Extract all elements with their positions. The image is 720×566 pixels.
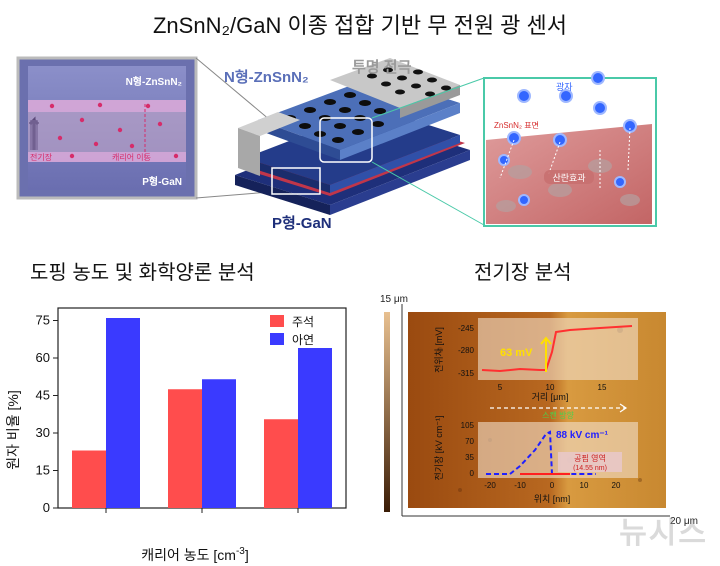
field-xtick-5: 20: [612, 481, 621, 490]
inset-top-label: N형-ZnSnN₂: [126, 75, 182, 88]
potential-xlabel: 거리 [μm]: [532, 392, 569, 402]
chart-ylabel: 원자 비율 [%]: [5, 390, 21, 470]
potential-plot: 전위차 [mV] -245 -280 -315 63 mV 5 10 15 거리…: [433, 318, 638, 402]
right-inset: 광자 ZnSnN₂ 표면 산란효과: [483, 71, 657, 227]
left-inset: N형-ZnSnN₂ P형-GaN 전기장 캐리어 이동: [16, 56, 198, 200]
field-ytick-1: 105: [461, 421, 475, 430]
p-layer-label: P형-GaN: [272, 215, 332, 232]
y-tick-label-3: 45: [36, 388, 50, 403]
device-stack: [235, 58, 470, 215]
field-ylabel: 전기장 [kV cm⁻¹]: [434, 415, 444, 480]
field-ytick-4: 0: [470, 469, 475, 478]
y-tick-label-5: 75: [36, 313, 50, 328]
field-xtick-4: 10: [580, 481, 589, 490]
field-ytick-2: 70: [465, 437, 474, 446]
potential-ylabel: 전위차 [mV]: [433, 327, 444, 373]
pot-xtick-2: 10: [546, 383, 555, 392]
device-diagram: N형-ZnSnN₂ P형-GaN 전기장 캐리어 이동: [16, 56, 657, 232]
legend-label-tin: 주석: [292, 315, 314, 329]
pot-xtick-3: 15: [598, 383, 607, 392]
watermark-logo: 뉴시스: [619, 517, 708, 550]
photon-label: 광자: [556, 81, 573, 92]
chart-bars: [72, 318, 332, 508]
bar-tin-2: [168, 389, 202, 508]
inset-carrier-label: 캐리어 이동: [112, 152, 151, 162]
scale-x-label: 20 μm: [670, 516, 698, 527]
pot-ytick-2: -280: [458, 346, 475, 355]
legend-swatch-zinc: [270, 333, 284, 345]
bar-zinc-2: [202, 379, 236, 508]
region-width: (14.55 nm): [573, 465, 607, 472]
bar-tin-1: [72, 450, 106, 508]
y-tick-label-0: 0: [43, 500, 50, 515]
bar-chart: 0 15 30 45 60 75 원자 비율 [%] 캐리어 농도 [cm-3] 주석 아…: [5, 307, 347, 563]
scan-direction-label: 스캔 방향: [542, 410, 574, 420]
n-layer-label: N형-ZnSnN₂: [224, 69, 309, 86]
figure-title: ZnSnN₂/GaN 이종 접합 기반 무 전원 광 센서: [152, 13, 568, 38]
chart-ticks: 0 15 30 45 60 75: [36, 313, 299, 515]
scatter-label: 산란효과: [552, 172, 585, 183]
field-annotation: 88 kV cm⁻¹: [556, 430, 609, 441]
y-tick-label-2: 30: [36, 425, 50, 440]
kpfm-panel: 15 μm 20 μm 전위차 [mV] -245 -280 -315 63 m…: [380, 294, 698, 527]
chart-legend: 주석 아연: [270, 315, 314, 347]
potential-arrow: [540, 336, 552, 372]
pot-ytick-1: -245: [458, 324, 475, 333]
color-scale-bar: [384, 312, 390, 512]
bar-tin-3: [264, 419, 298, 508]
surface-label: ZnSnN₂ 표면: [494, 120, 539, 130]
field-xtick-1: -20: [484, 481, 496, 490]
y-tick-label-4: 60: [36, 350, 50, 365]
section-right-title: 전기장 분석: [474, 262, 572, 284]
pot-xtick-1: 5: [498, 383, 503, 392]
region-label: 공핍 영역: [574, 453, 606, 463]
legend-swatch-tin: [270, 315, 284, 327]
scale-y-label: 15 μm: [380, 294, 408, 305]
chart-xlabel: 캐리어 농도 [cm-3]: [141, 546, 249, 563]
field-ytick-3: 35: [465, 453, 474, 462]
section-left-title: 도핑 농도 및 화학양론 분석: [30, 262, 255, 284]
field-xtick-2: -10: [514, 481, 526, 490]
electrode-label: 투명 전극: [352, 58, 412, 76]
inset-bottom-label: P형-GaN: [142, 175, 182, 188]
legend-label-zinc: 아연: [292, 333, 314, 347]
y-tick-label-1: 15: [36, 463, 50, 478]
potential-curve: [481, 325, 633, 373]
field-xtick-3: 0: [550, 481, 555, 490]
bar-zinc-1: [106, 318, 140, 508]
potential-annotation: 63 mV: [500, 347, 533, 359]
bar-zinc-3: [298, 348, 332, 508]
field-plot: 전기장 [kV cm⁻¹] 105 70 35 0 88 kV cm⁻¹ 공핍 …: [434, 415, 638, 504]
inset-field-label: 전기장: [30, 152, 53, 162]
pot-ytick-3: -315: [458, 369, 475, 378]
field-xlabel: 위치 [nm]: [534, 493, 571, 504]
